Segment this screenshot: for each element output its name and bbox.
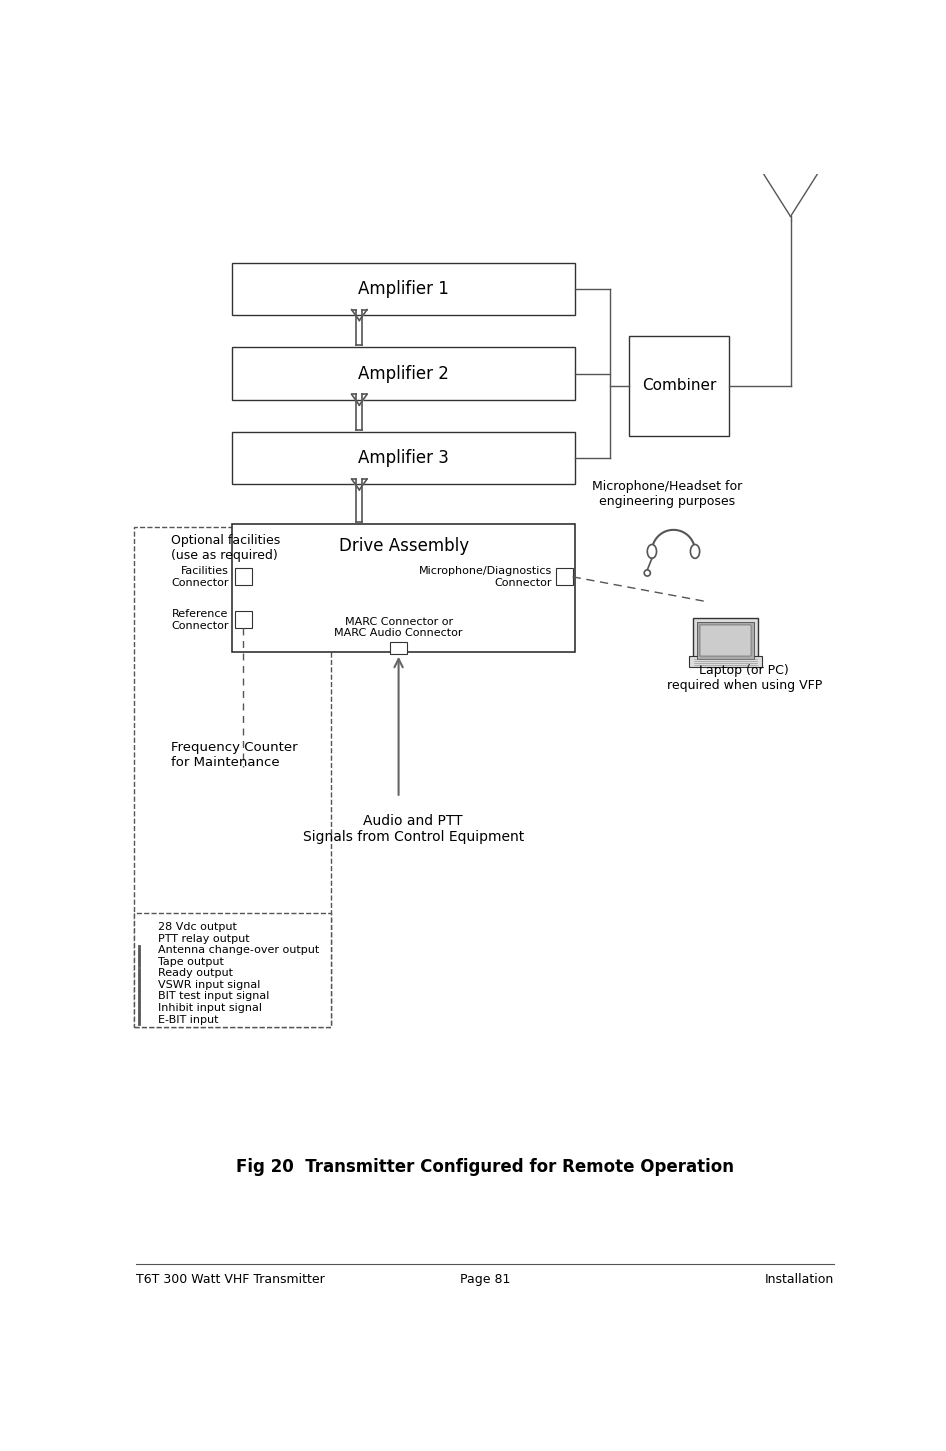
Text: VSWR input signal: VSWR input signal [158, 979, 260, 990]
Text: 28 Vdc output: 28 Vdc output [158, 923, 236, 932]
FancyBboxPatch shape [235, 611, 252, 628]
Text: Laptop (or PC)
required when using VFP: Laptop (or PC) required when using VFP [667, 665, 822, 692]
Text: PTT relay output: PTT relay output [158, 934, 249, 943]
Polygon shape [352, 309, 367, 345]
FancyBboxPatch shape [700, 625, 751, 656]
Polygon shape [352, 395, 367, 429]
Text: Inhibit input signal: Inhibit input signal [158, 1003, 262, 1013]
Text: Optional facilities
(use as required): Optional facilities (use as required) [170, 534, 280, 563]
Text: Antenna change-over output: Antenna change-over output [158, 945, 319, 955]
Text: Frequency Counter
for Maintenance: Frequency Counter for Maintenance [170, 741, 297, 769]
Text: Amplifier 2: Amplifier 2 [359, 364, 449, 383]
FancyBboxPatch shape [629, 335, 729, 435]
Text: Ready output: Ready output [158, 968, 233, 978]
Text: Page 81: Page 81 [460, 1273, 510, 1286]
FancyBboxPatch shape [233, 347, 575, 399]
Text: Fig 20  Transmitter Configured for Remote Operation: Fig 20 Transmitter Configured for Remote… [236, 1158, 734, 1177]
Ellipse shape [691, 544, 700, 559]
Text: Microphone/Headset for
engineering purposes: Microphone/Headset for engineering purpo… [592, 480, 743, 508]
FancyBboxPatch shape [233, 432, 575, 485]
Polygon shape [352, 479, 367, 522]
Text: Amplifier 1: Amplifier 1 [359, 280, 449, 297]
FancyBboxPatch shape [235, 569, 252, 585]
Text: BIT test input signal: BIT test input signal [158, 991, 269, 1001]
Text: Combiner: Combiner [641, 379, 716, 393]
Ellipse shape [644, 570, 651, 576]
Text: Tape output: Tape output [158, 956, 223, 966]
Text: T6T 300 Watt VHF Transmitter: T6T 300 Watt VHF Transmitter [136, 1273, 324, 1286]
Text: Audio and PTT
Signals from Control Equipment: Audio and PTT Signals from Control Equip… [303, 814, 524, 843]
Text: MARC Connector or
MARC Audio Connector: MARC Connector or MARC Audio Connector [334, 617, 463, 638]
FancyBboxPatch shape [689, 656, 762, 667]
Text: Microphone/Diagnostics
Connector: Microphone/Diagnostics Connector [418, 566, 552, 588]
FancyBboxPatch shape [233, 263, 575, 315]
Text: Installation: Installation [764, 1273, 833, 1286]
FancyBboxPatch shape [555, 569, 572, 585]
FancyBboxPatch shape [692, 618, 758, 663]
FancyBboxPatch shape [696, 622, 754, 659]
Text: Drive Assembly: Drive Assembly [339, 537, 468, 556]
Text: Amplifier 3: Amplifier 3 [359, 450, 449, 467]
FancyBboxPatch shape [233, 524, 575, 651]
FancyBboxPatch shape [134, 913, 331, 1027]
Text: E-BIT input: E-BIT input [158, 1014, 219, 1024]
Ellipse shape [647, 544, 657, 559]
Text: Facilities
Connector: Facilities Connector [171, 566, 228, 588]
FancyBboxPatch shape [134, 527, 331, 1027]
FancyBboxPatch shape [390, 641, 407, 654]
Text: Reference
Connector: Reference Connector [171, 609, 228, 631]
